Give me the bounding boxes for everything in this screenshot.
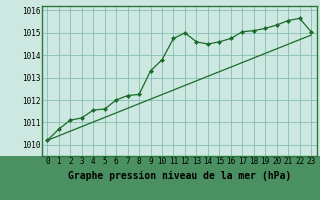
- X-axis label: Graphe pression niveau de la mer (hPa): Graphe pression niveau de la mer (hPa): [68, 171, 291, 181]
